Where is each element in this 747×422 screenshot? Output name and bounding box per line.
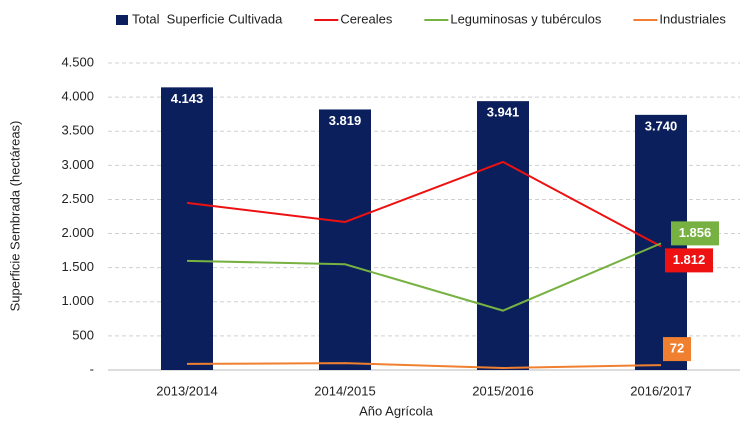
y-tick-label: 1.500 <box>61 259 94 274</box>
y-tick-label: 500 <box>72 327 94 342</box>
y-tick-label: 2.000 <box>61 225 94 240</box>
y-tick-label: - <box>90 361 94 376</box>
data-label: 1.856 <box>679 225 712 240</box>
x-tick-label: 2016/2017 <box>630 383 691 398</box>
data-label: 3.740 <box>645 118 678 133</box>
data-label: 3.819 <box>329 113 362 128</box>
bar <box>161 87 213 370</box>
legend-label: Cereales <box>340 11 393 26</box>
line <box>186 362 662 369</box>
legend-label: Total Superficie Cultivada <box>132 11 283 26</box>
y-tick-label: 3.000 <box>61 157 94 172</box>
data-label-box <box>665 248 713 273</box>
bar <box>319 109 371 370</box>
data-label-box <box>671 221 719 246</box>
x-tick-label: 2013/2014 <box>156 383 217 398</box>
data-label: 1.812 <box>673 252 706 267</box>
x-tick-label: 2014/2015 <box>314 383 375 398</box>
data-label-box <box>663 337 691 362</box>
legend-label: Industriales <box>659 11 726 26</box>
y-tick-label: 2.500 <box>61 191 94 206</box>
legend-label: Leguminosas y tubérculos <box>450 11 602 26</box>
data-label: 3.941 <box>487 105 520 120</box>
x-axis-title: Año Agrícola <box>359 403 433 418</box>
line <box>186 160 662 248</box>
bar <box>477 101 529 370</box>
x-tick-label: 2015/2016 <box>472 383 533 398</box>
legend-swatch <box>116 15 128 25</box>
y-tick-label: 4.500 <box>61 54 94 69</box>
y-tick-label: 3.500 <box>61 123 94 138</box>
data-label: 72 <box>670 341 684 356</box>
data-label: 4.143 <box>171 91 204 106</box>
y-axis-title: Superficie Sembrada (hectáreas) <box>7 121 22 312</box>
line <box>186 242 662 312</box>
y-tick-label: 4.000 <box>61 89 94 104</box>
y-tick-label: 1.000 <box>61 293 94 308</box>
